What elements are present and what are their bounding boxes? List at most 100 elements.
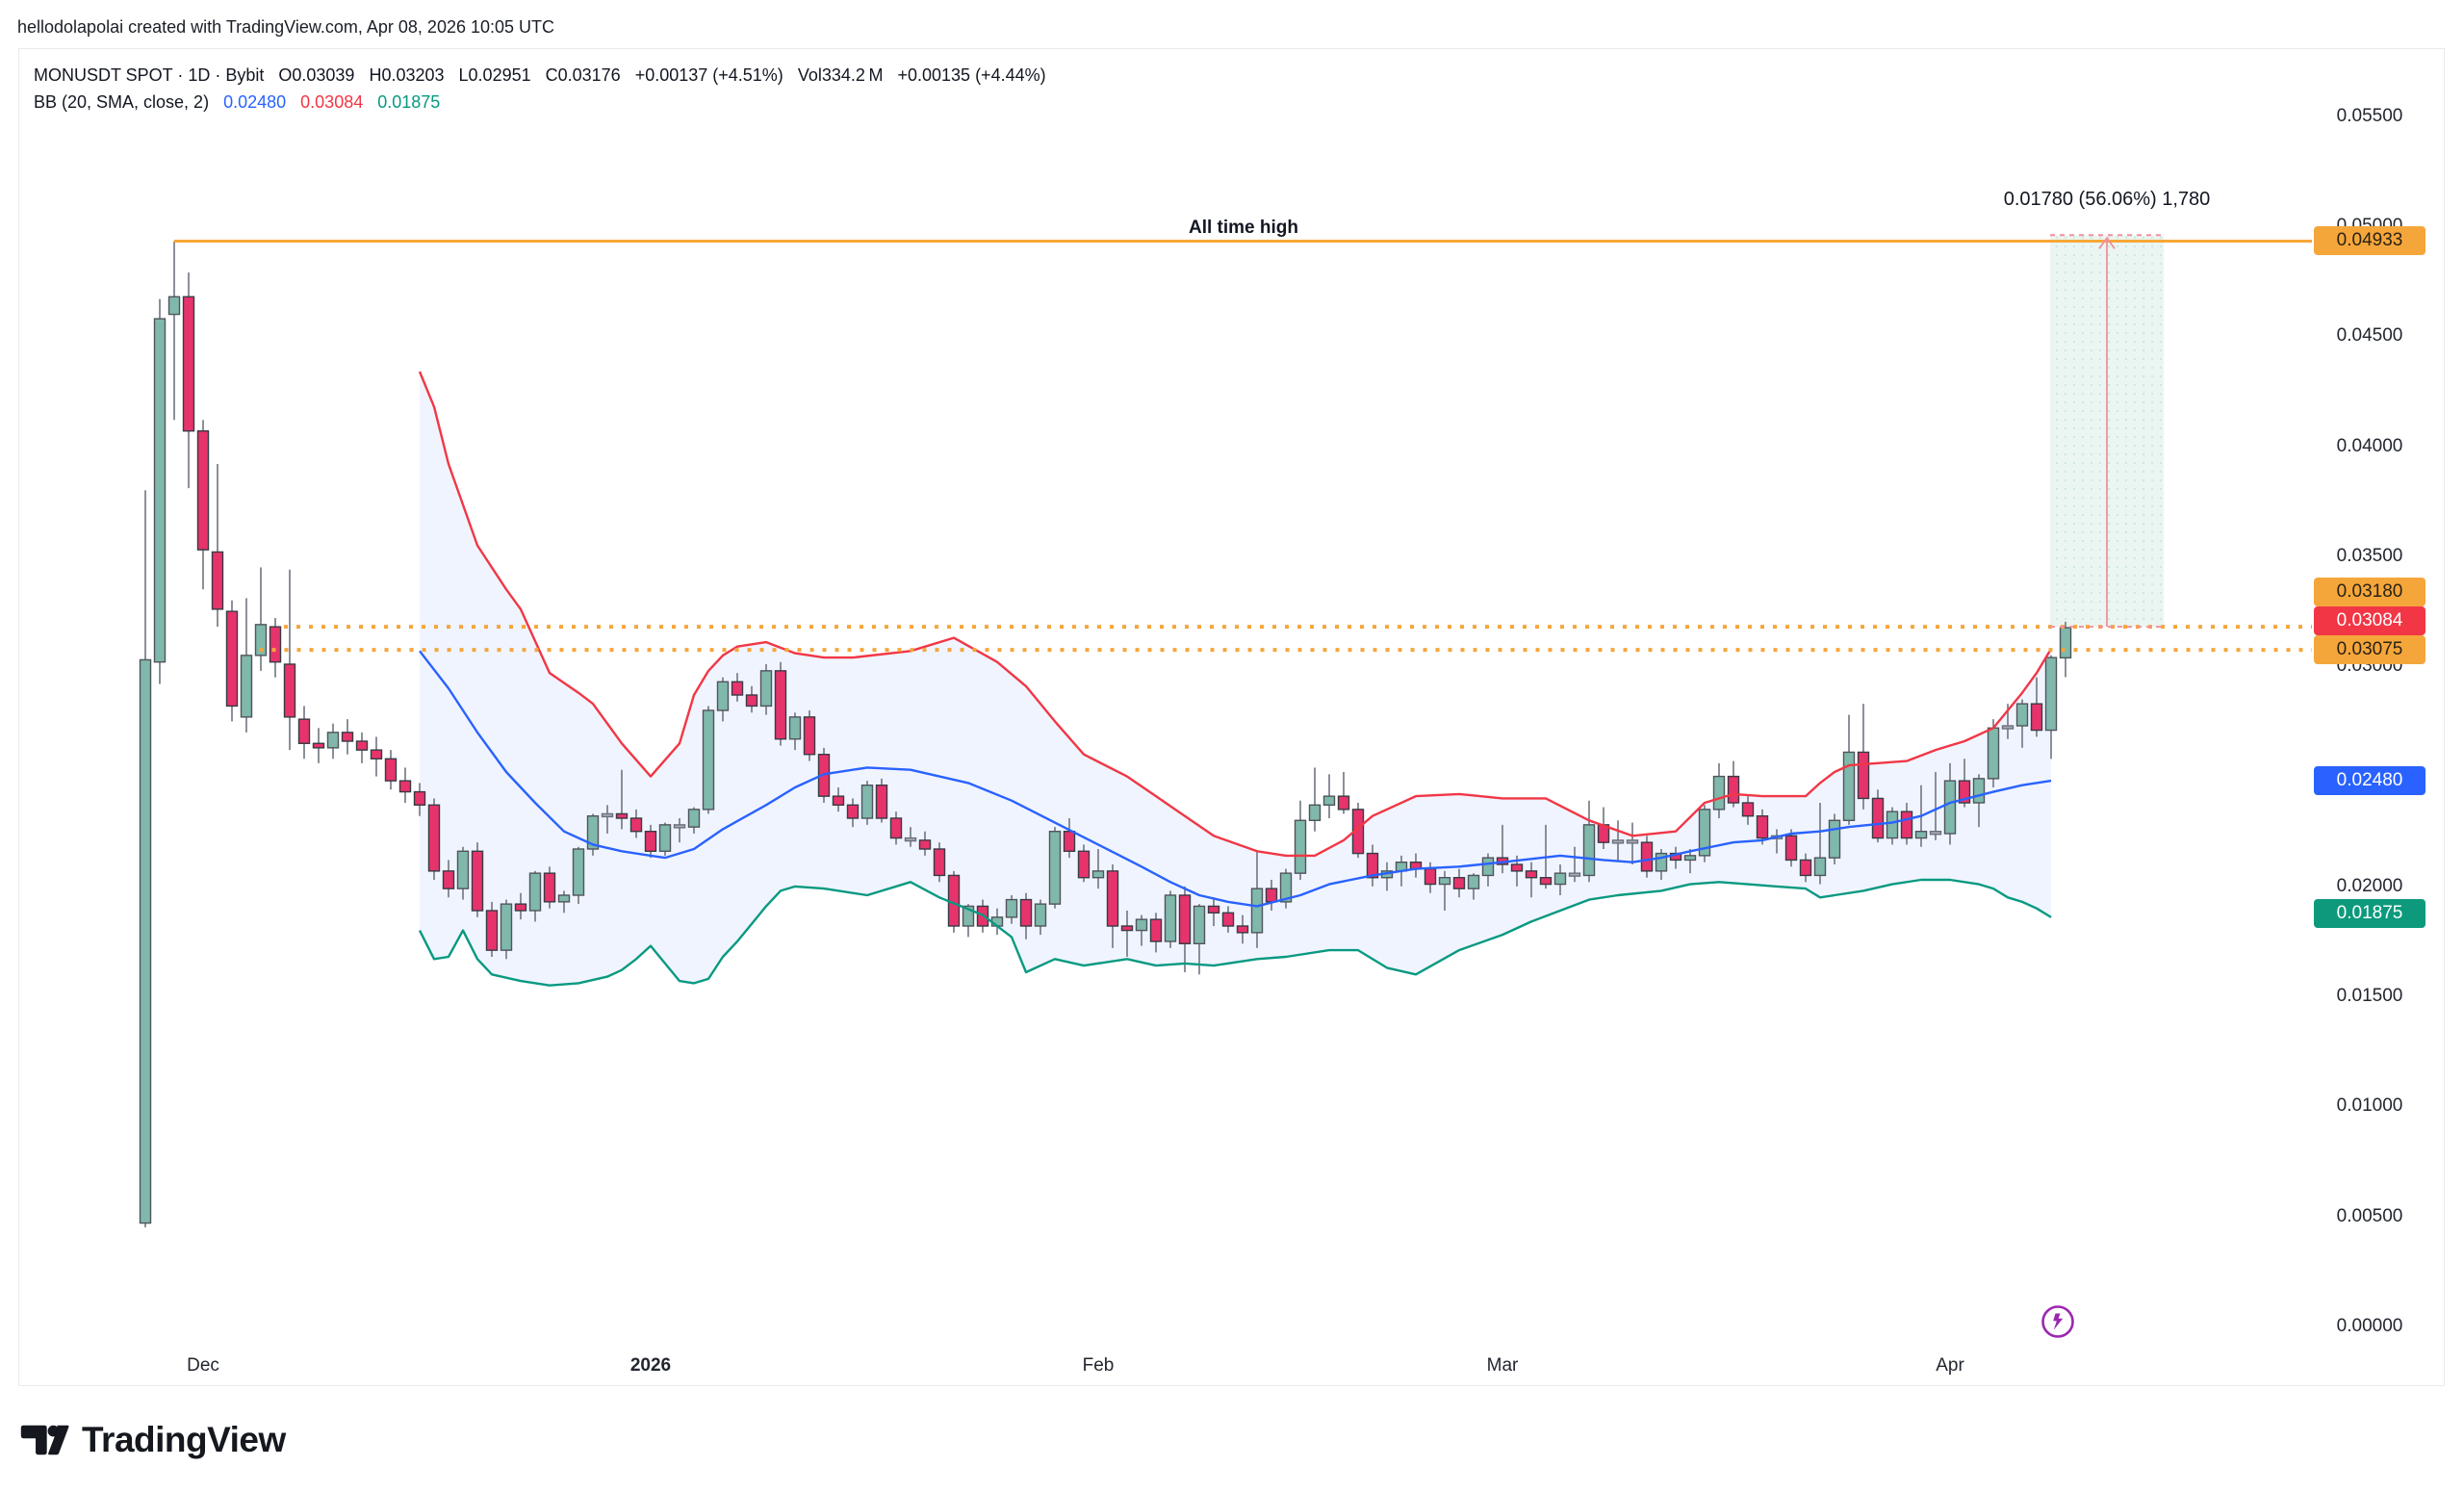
price-range-label[interactable]: 0.01780 (56.06%) 1,780 bbox=[2003, 189, 2211, 210]
volume-change: +0.00135 (+4.44%) bbox=[897, 65, 1046, 85]
candle-up bbox=[759, 670, 773, 708]
candle-up bbox=[1308, 804, 1322, 821]
candle-up bbox=[153, 318, 167, 663]
candle-up bbox=[1467, 874, 1480, 889]
ohlc-low: L0.02951 bbox=[458, 65, 531, 85]
candle-down bbox=[904, 837, 917, 842]
candle-up bbox=[1611, 839, 1625, 844]
candle-up bbox=[702, 709, 715, 811]
bb-basis-value: 0.02480 bbox=[223, 92, 287, 112]
candle-down bbox=[1221, 912, 1235, 927]
candle-up bbox=[326, 732, 340, 749]
candle-down bbox=[1063, 831, 1076, 852]
lightning-button[interactable] bbox=[2040, 1304, 2075, 1344]
candle-up bbox=[1048, 831, 1062, 905]
indicator-legend[interactable]: BB (20, SMA, close, 2) 0.02480 0.03084 0… bbox=[34, 92, 440, 113]
candle-down bbox=[384, 758, 398, 782]
candle-down bbox=[1019, 898, 1033, 927]
bb-lower-line bbox=[418, 878, 2052, 987]
candle-down bbox=[1727, 775, 1740, 804]
candle-up bbox=[601, 812, 614, 818]
candle-down bbox=[2030, 703, 2043, 732]
candle-down bbox=[370, 749, 383, 759]
candle-up bbox=[1987, 727, 2000, 780]
candle-down bbox=[211, 551, 224, 610]
candle-down bbox=[875, 785, 888, 819]
candle-down bbox=[1120, 925, 1134, 932]
candle-up bbox=[254, 624, 268, 656]
candle-down bbox=[1799, 859, 1812, 877]
price-tick-label: 0.00500 bbox=[2336, 1205, 2403, 1226]
candle-down bbox=[269, 626, 282, 663]
bb-fill-area bbox=[420, 372, 2051, 986]
candle-up bbox=[2001, 725, 2015, 730]
price-badge-green: 0.01875 bbox=[2314, 899, 2426, 929]
candle-down bbox=[442, 870, 455, 889]
candle-up bbox=[1193, 905, 1206, 944]
bb-lower-value: 0.01875 bbox=[377, 92, 441, 112]
candle-down bbox=[1784, 835, 1798, 862]
candle-down bbox=[832, 795, 845, 806]
candle-up bbox=[557, 894, 571, 903]
candle-up bbox=[500, 903, 513, 951]
price-tick-label: 0.01500 bbox=[2336, 986, 2403, 1007]
price-badge-orange: 0.03180 bbox=[2314, 578, 2426, 607]
symbol-title[interactable]: MONUSDT SPOT · 1D · Bybit bbox=[34, 65, 265, 85]
price-tick-label: 0.01000 bbox=[2336, 1095, 2403, 1117]
candle-up bbox=[1034, 903, 1047, 927]
candle-down bbox=[1366, 852, 1379, 879]
candle-down bbox=[225, 610, 239, 708]
indicator-title[interactable]: BB (20, SMA, close, 2) bbox=[34, 92, 210, 112]
candle-down bbox=[1626, 839, 1639, 844]
time-tick-dec: Dec bbox=[187, 1355, 219, 1376]
candle-up bbox=[716, 681, 730, 711]
time-tick-mar: Mar bbox=[1486, 1355, 1519, 1376]
candle-down bbox=[471, 850, 484, 912]
candle-up bbox=[1438, 877, 1451, 886]
candle-down bbox=[1871, 797, 1885, 839]
time-tick-feb: Feb bbox=[1082, 1355, 1115, 1376]
candle-up bbox=[1164, 894, 1177, 942]
candle-down bbox=[398, 780, 412, 793]
bb-upper-value: 0.03084 bbox=[300, 92, 364, 112]
candle-down bbox=[341, 732, 354, 742]
candle-down bbox=[1337, 795, 1350, 811]
candle-down bbox=[1929, 831, 1942, 836]
candle-down bbox=[1265, 888, 1278, 903]
time-tick-2026: 2026 bbox=[629, 1355, 672, 1376]
candle-up bbox=[860, 785, 874, 819]
candle-down bbox=[1741, 802, 1755, 817]
candle-up bbox=[1091, 870, 1105, 879]
candle-up bbox=[1005, 898, 1018, 918]
candle-down bbox=[413, 790, 426, 806]
candle-down bbox=[1149, 918, 1163, 942]
candle-down bbox=[918, 839, 932, 850]
candle-up bbox=[687, 809, 701, 828]
candle-up bbox=[1914, 831, 1928, 839]
tradingview-logo-text: TradingView bbox=[82, 1420, 286, 1459]
volume: Vol334.2 M bbox=[797, 65, 884, 85]
candle-down bbox=[514, 903, 527, 912]
candle-down bbox=[1756, 815, 1769, 839]
candle-up bbox=[962, 905, 975, 927]
price-badge-orange: 0.04933 bbox=[2314, 226, 2426, 256]
candle-down bbox=[1857, 751, 1870, 800]
candle-down bbox=[1539, 877, 1553, 886]
ohlc-open: O0.03039 bbox=[278, 65, 355, 85]
ohlc-high: H0.03203 bbox=[369, 65, 445, 85]
candle-up bbox=[1972, 778, 1986, 804]
tradingview-logo[interactable]: TradingView bbox=[19, 1419, 286, 1461]
candle-up bbox=[1828, 819, 1841, 859]
candle-up bbox=[1294, 819, 1307, 874]
candle-down bbox=[355, 740, 369, 751]
candle-down bbox=[1568, 872, 1581, 877]
symbol-legend[interactable]: MONUSDT SPOT · 1D · Bybit O0.03039 H0.03… bbox=[34, 65, 1046, 86]
candle-up bbox=[528, 872, 542, 912]
candle-down bbox=[1236, 925, 1249, 934]
candle-up bbox=[1712, 775, 1726, 811]
candle-up bbox=[1655, 852, 1668, 872]
candle-up bbox=[1135, 918, 1148, 932]
all-time-high-label[interactable]: All time high bbox=[1189, 218, 1298, 238]
